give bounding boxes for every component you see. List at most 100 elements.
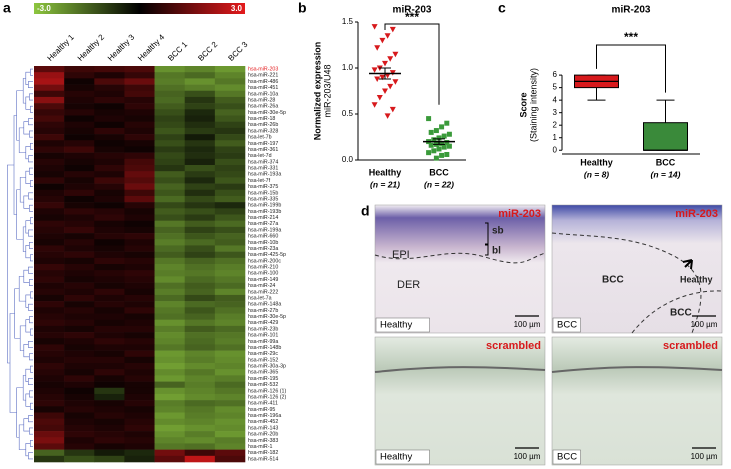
- data-point: [374, 76, 381, 83]
- heat-cell: [94, 350, 125, 358]
- error-bar: [379, 67, 391, 80]
- heat-cell: [124, 418, 155, 426]
- heat-cell: [64, 177, 95, 184]
- heat-cell: [214, 332, 246, 339]
- heat-cell: [94, 140, 125, 147]
- row-label: hsa-let-7d: [248, 153, 272, 159]
- dendrogram: [29, 427, 33, 435]
- heat-cell: [184, 239, 216, 246]
- micrograph: [551, 204, 723, 334]
- heat-cell: [64, 313, 95, 320]
- heat-cell: [34, 319, 65, 327]
- heat-cell: [94, 121, 125, 129]
- heat-cell: [34, 66, 65, 73]
- data-point: [441, 133, 447, 139]
- heat-cell: [94, 245, 125, 252]
- heat-cell: [64, 257, 95, 265]
- row-label: hsa-miR-28: [248, 97, 275, 103]
- column-label: Healthy 1: [46, 32, 77, 63]
- data-point: [371, 67, 378, 73]
- heat-cell: [214, 294, 246, 302]
- data-point: [439, 152, 445, 158]
- heat-cell: [214, 393, 246, 401]
- row-label: hsa-miR-210: [248, 265, 278, 271]
- heat-cell: [154, 375, 186, 382]
- heat-cell: [184, 356, 216, 364]
- heat-cell: [64, 344, 95, 351]
- heat-cell: [154, 338, 186, 345]
- heat-cell: [184, 369, 216, 376]
- heat-cell: [154, 183, 186, 191]
- row-label: hsa-miR-383: [248, 438, 278, 444]
- heat-cell: [34, 356, 65, 364]
- heat-cell: [94, 189, 125, 197]
- data-point: [389, 26, 396, 33]
- heat-cell: [184, 387, 216, 395]
- heat-cell: [184, 66, 216, 73]
- heat-cell: [184, 165, 216, 172]
- heat-cell: [34, 344, 65, 351]
- micrograph: [374, 204, 546, 334]
- dendrogram: [25, 96, 31, 110]
- heat-cell: [34, 412, 65, 419]
- heat-cell: [124, 214, 155, 221]
- heat-cell: [34, 251, 65, 259]
- dendrogram: [28, 415, 33, 423]
- heat-cell: [64, 350, 95, 358]
- row-label: hsa-miR-193a: [248, 172, 281, 178]
- heat-cell: [124, 233, 155, 240]
- heat-cell: [184, 301, 216, 308]
- heat-cell: [124, 325, 155, 333]
- row-label: hsa-miR-23a: [248, 246, 278, 252]
- heat-cell: [184, 400, 216, 407]
- heat-cell: [154, 96, 186, 104]
- row-label: hsa-miR-143: [248, 425, 278, 431]
- heat-cell: [34, 208, 65, 215]
- heat-cell: [64, 165, 95, 172]
- heat-cell: [184, 109, 216, 116]
- heat-cell: [124, 183, 155, 191]
- heat-cell: [94, 165, 125, 172]
- dendrogram: [30, 180, 33, 187]
- heat-cell: [34, 350, 65, 358]
- heat-cell: [214, 72, 246, 79]
- heat-cell: [214, 282, 246, 290]
- heat-cell: [154, 121, 186, 129]
- row-label: hsa-miR-374: [248, 159, 278, 165]
- heat-cell: [94, 325, 125, 333]
- heat-cell: [34, 127, 65, 135]
- significance-bracket: [384, 23, 440, 105]
- row-label: hsa-miR-99a: [248, 339, 278, 345]
- colorbar-label: -3.0: [37, 4, 51, 13]
- heat-cell: [64, 276, 95, 283]
- heat-cell: [214, 406, 246, 413]
- dendrogram: [9, 313, 17, 413]
- heat-cell: [64, 443, 95, 450]
- data-point: [384, 113, 391, 119]
- dendrogram: [25, 319, 31, 333]
- heat-cell: [214, 96, 246, 104]
- heat-cell: [154, 307, 186, 314]
- row-label: hsa-miR-200c: [248, 258, 281, 264]
- heat-cell: [34, 369, 65, 376]
- heat-cell: [124, 90, 155, 98]
- dendrogram: [25, 393, 31, 407]
- y-tick-label: 0.5: [342, 109, 354, 118]
- annotation: bl: [492, 246, 501, 257]
- heat-cell: [184, 307, 216, 314]
- heat-cell: [184, 134, 216, 141]
- annotation: BCC: [670, 308, 692, 319]
- heat-cell: [64, 115, 95, 122]
- x-tick-label: BCC: [656, 157, 676, 167]
- dendrogram: [29, 279, 33, 286]
- data-point: [389, 106, 396, 113]
- heat-cell: [214, 449, 246, 457]
- y-tick-label: 3: [553, 108, 558, 117]
- micrograph: [551, 336, 723, 466]
- heat-cell: [34, 400, 65, 407]
- heat-cell: [184, 325, 216, 333]
- heat-cell: [124, 294, 155, 302]
- dendrogram: [28, 229, 33, 237]
- heat-cell: [34, 406, 65, 413]
- heat-cell: [64, 270, 95, 277]
